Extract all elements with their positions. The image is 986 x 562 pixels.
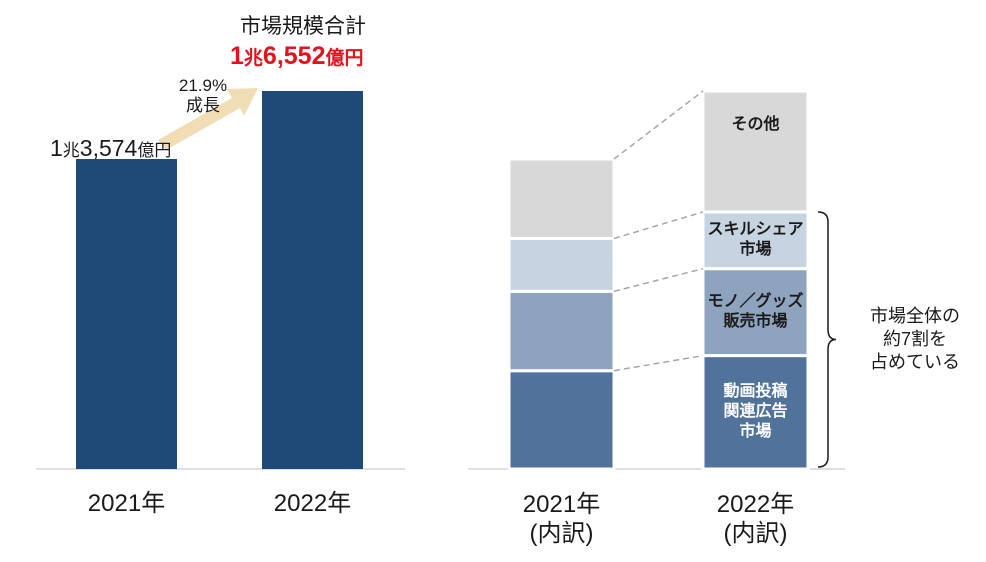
stack-2021-other — [507, 157, 616, 240]
x-tick-2021-breakdown: 2021年 (内訳) — [522, 491, 601, 547]
connector-other — [613, 90, 704, 160]
segment-label-skillshare-market: スキルシェア 市場 — [707, 221, 804, 259]
grouping-brace — [817, 211, 837, 468]
bar-2022 — [262, 91, 363, 469]
x-tick-2021: 2021年 — [87, 490, 166, 517]
total-2021-value: 1兆3,574億円 — [50, 135, 171, 162]
connector-skillshare-market — [613, 211, 704, 240]
growth-rate: 21.9% — [178, 76, 228, 95]
bar-2021 — [76, 159, 177, 469]
segment-label-ad-market: 動画投稿 関連広告 市場 — [723, 383, 788, 441]
total-2022-value: 1兆6,552億円 — [230, 42, 364, 71]
growth-label: 21.9% 成長 — [168, 76, 238, 116]
stack-2021-goods-market — [507, 289, 616, 373]
segment-label-goods-market: モノ／グッズ 販売市場 — [707, 293, 804, 331]
segment-label-other: その他 — [731, 116, 780, 134]
stack-2021-skillshare-market — [507, 236, 616, 293]
growth-word: 成長 — [186, 96, 220, 115]
connector-ad-market — [613, 354, 704, 372]
growth-arrow — [158, 88, 258, 150]
total-2021-value-text: 1兆3,574億円 — [50, 135, 172, 161]
total-2022-value-text: 1兆6,552億円 — [230, 42, 364, 70]
stack-2022-other — [701, 89, 810, 214]
stack-2022-skillshare-market — [701, 210, 810, 271]
market-share-note: 市場全体の 約7割を 占めている — [870, 306, 960, 372]
total-title: 市場規模合計 — [240, 15, 366, 38]
connector-goods-market — [613, 267, 704, 293]
stack-2021-ad-market — [507, 369, 616, 471]
stack-2022-ad-market — [701, 354, 810, 471]
x-tick-2022-breakdown: 2022年 (内訳) — [716, 491, 795, 547]
x-tick-2022: 2022年 — [273, 490, 352, 517]
